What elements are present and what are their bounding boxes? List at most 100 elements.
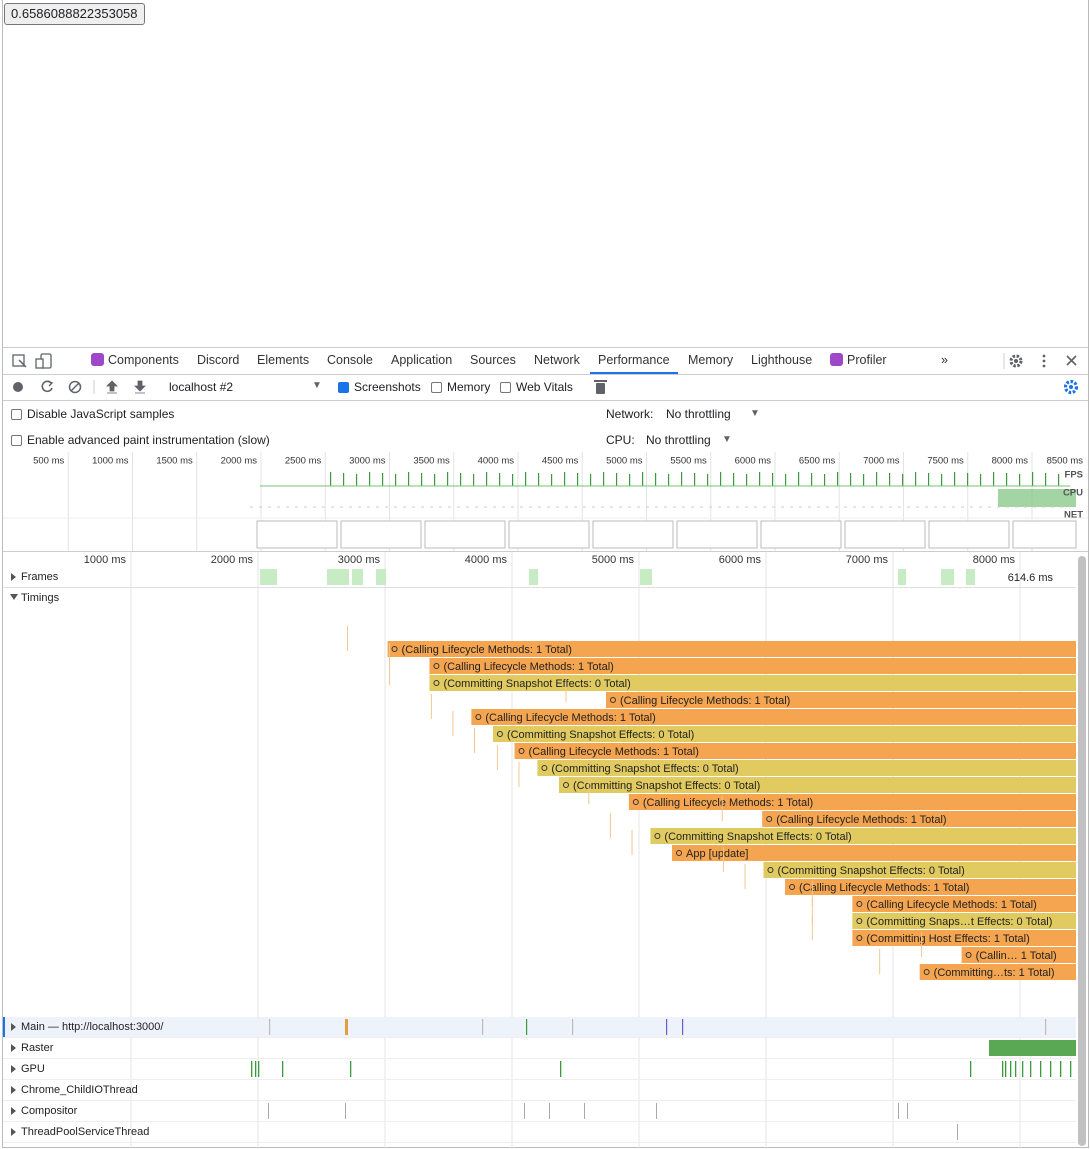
fps-bar (382, 473, 384, 486)
compositor-event (524, 1103, 525, 1119)
frame-block (376, 569, 386, 585)
timing-label: (Committing Snapshot Effects: 0 Total) (551, 763, 738, 775)
fps-bar (733, 473, 735, 486)
gpu-event (1050, 1061, 1052, 1077)
fps-bar (915, 472, 917, 486)
main-event (1045, 1019, 1047, 1035)
fps-bar (967, 473, 969, 486)
overview-tick-label: 3000 ms (349, 456, 386, 467)
react-icon (518, 748, 525, 754)
timing-label: (Calling Lifecycle Methods: 1 Total) (643, 797, 813, 809)
tab[interactable]: Sources (462, 348, 524, 374)
gpu-event (1060, 1061, 1062, 1077)
checkbox[interactable]: Disable JavaScript samples (11, 407, 174, 421)
checkbox[interactable]: Enable advanced paint instrumentation (s… (11, 433, 270, 447)
fps-bar (447, 472, 449, 486)
tab[interactable]: Discord (189, 348, 247, 374)
fps-bar (694, 473, 696, 486)
checkbox-box (11, 435, 22, 446)
select-arrow: ▼ (312, 380, 322, 391)
target-select[interactable]: localhost #2 (169, 380, 234, 394)
fps-bar (395, 474, 397, 486)
fps-bar (1006, 473, 1008, 486)
timing-bar (762, 811, 1076, 827)
track-highlight (4, 1017, 1076, 1037)
trash-icon[interactable] (593, 378, 609, 396)
frame-block (640, 569, 652, 585)
main-event (572, 1019, 574, 1035)
timing-bar (919, 964, 1076, 980)
screenshot-thumb (676, 520, 758, 549)
checkbox-label: Web Vitals (516, 380, 573, 394)
tab[interactable]: Components (83, 348, 187, 374)
timing-label: (Callin… 1 Total) (976, 950, 1057, 962)
fps-bar (850, 473, 852, 486)
screenshot-thumb (424, 520, 506, 549)
react-icon (923, 969, 930, 975)
tab[interactable]: Elements (249, 348, 317, 374)
fps-bar (1019, 474, 1021, 486)
gpu-event (1002, 1061, 1004, 1077)
timing-label: (Calling Lifecycle Methods: 1 Total) (620, 695, 790, 707)
capture-settings[interactable] (1062, 378, 1080, 396)
timing-bar (605, 692, 1076, 708)
fps-bar (1058, 474, 1060, 486)
overview-tick-label: 8000 ms (992, 456, 1029, 467)
overview-tick-label: 2500 ms (285, 456, 322, 467)
timing-label: (Calling Lifecycle Methods: 1 Total) (485, 712, 655, 724)
tab[interactable]: Performance (590, 348, 678, 374)
lane-label: CPU (1063, 488, 1083, 499)
network-throttle[interactable]: No throttling (666, 407, 731, 421)
fps-bar (759, 472, 761, 486)
timing-label: (Committing Snaps…t Effects: 0 Total) (866, 916, 1052, 928)
screenshot-thumb (256, 520, 338, 549)
screenshot-thumb (760, 520, 842, 549)
timing-label: (Committing Snapshot Effects: 0 Total) (507, 729, 694, 741)
main-event (666, 1019, 668, 1035)
value-button[interactable]: 0.6586088822353058 (4, 3, 145, 25)
cpu-throttle[interactable]: No throttling (646, 433, 711, 447)
fps-bar (369, 472, 371, 486)
overview-tick-label: 6000 ms (735, 456, 772, 467)
ruler-tick-label: 7000 ms (846, 554, 889, 566)
track-label: Raster (21, 1042, 54, 1054)
tab[interactable]: Profiler (822, 348, 895, 374)
checkbox[interactable]: Web Vitals (500, 380, 573, 394)
tab[interactable]: Network (526, 348, 588, 374)
window-controls[interactable] (1003, 352, 1083, 370)
tab[interactable]: Application (383, 348, 460, 374)
frame-block (260, 569, 277, 585)
toolbar-icons[interactable] (9, 378, 159, 396)
frames-label: Frames (21, 571, 59, 583)
track-label: GPU (21, 1063, 45, 1075)
fps-bar (499, 473, 501, 486)
timing-label: (Committing Snapshot Effects: 0 Total) (664, 831, 851, 843)
expand-arrow (11, 1065, 16, 1073)
react-icon (965, 952, 972, 958)
compositor-event (549, 1103, 550, 1119)
checkbox-box (11, 409, 22, 420)
inspect-icons[interactable] (11, 352, 57, 370)
tab[interactable]: Memory (680, 348, 741, 374)
more-tabs[interactable]: » (941, 353, 948, 367)
collapse-arrow (10, 594, 18, 600)
timing-bar (785, 879, 1076, 895)
gpu-event (282, 1061, 284, 1077)
fps-bar (720, 472, 722, 486)
react-icon (541, 765, 548, 771)
checkbox-box (431, 382, 442, 393)
compositor-event (907, 1103, 908, 1119)
tab[interactable]: Console (319, 348, 381, 374)
compositor-event (656, 1103, 657, 1119)
react-icon (767, 867, 774, 873)
overview-tick-label: 5000 ms (606, 456, 643, 467)
tab[interactable]: Lighthouse (743, 348, 820, 374)
fps-bar (902, 474, 904, 486)
react-icon (654, 833, 661, 839)
checkbox[interactable]: Screenshots (338, 380, 421, 394)
fps-bar (343, 473, 345, 486)
fps-bar (876, 472, 878, 486)
checkbox[interactable]: Memory (431, 380, 490, 394)
fps-bar (954, 472, 956, 486)
cpu-activity (998, 489, 1076, 507)
